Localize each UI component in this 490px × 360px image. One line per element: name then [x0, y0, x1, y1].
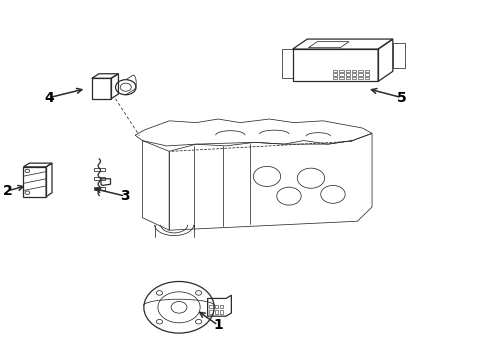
Bar — [339, 73, 343, 76]
Bar — [209, 310, 213, 314]
Text: 3: 3 — [121, 189, 130, 203]
Bar — [339, 77, 343, 79]
Bar — [345, 69, 350, 72]
Text: 2: 2 — [3, 184, 13, 198]
Bar — [365, 77, 369, 79]
Bar — [339, 69, 343, 72]
Bar — [358, 73, 363, 76]
Text: 1: 1 — [213, 318, 223, 332]
Bar — [345, 77, 350, 79]
Bar — [358, 69, 363, 72]
Bar — [365, 69, 369, 72]
Bar — [220, 310, 223, 314]
Bar — [352, 73, 356, 76]
Text: 5: 5 — [396, 90, 406, 104]
Bar — [215, 310, 218, 314]
Bar — [220, 305, 223, 309]
Bar — [352, 69, 356, 72]
Bar — [358, 77, 363, 79]
Bar — [352, 77, 356, 79]
Bar — [365, 73, 369, 76]
Bar — [333, 73, 337, 76]
Text: 4: 4 — [45, 90, 54, 104]
Bar — [333, 69, 337, 72]
Bar — [209, 305, 213, 309]
Bar — [215, 305, 218, 309]
Bar — [333, 77, 337, 79]
Bar — [345, 73, 350, 76]
